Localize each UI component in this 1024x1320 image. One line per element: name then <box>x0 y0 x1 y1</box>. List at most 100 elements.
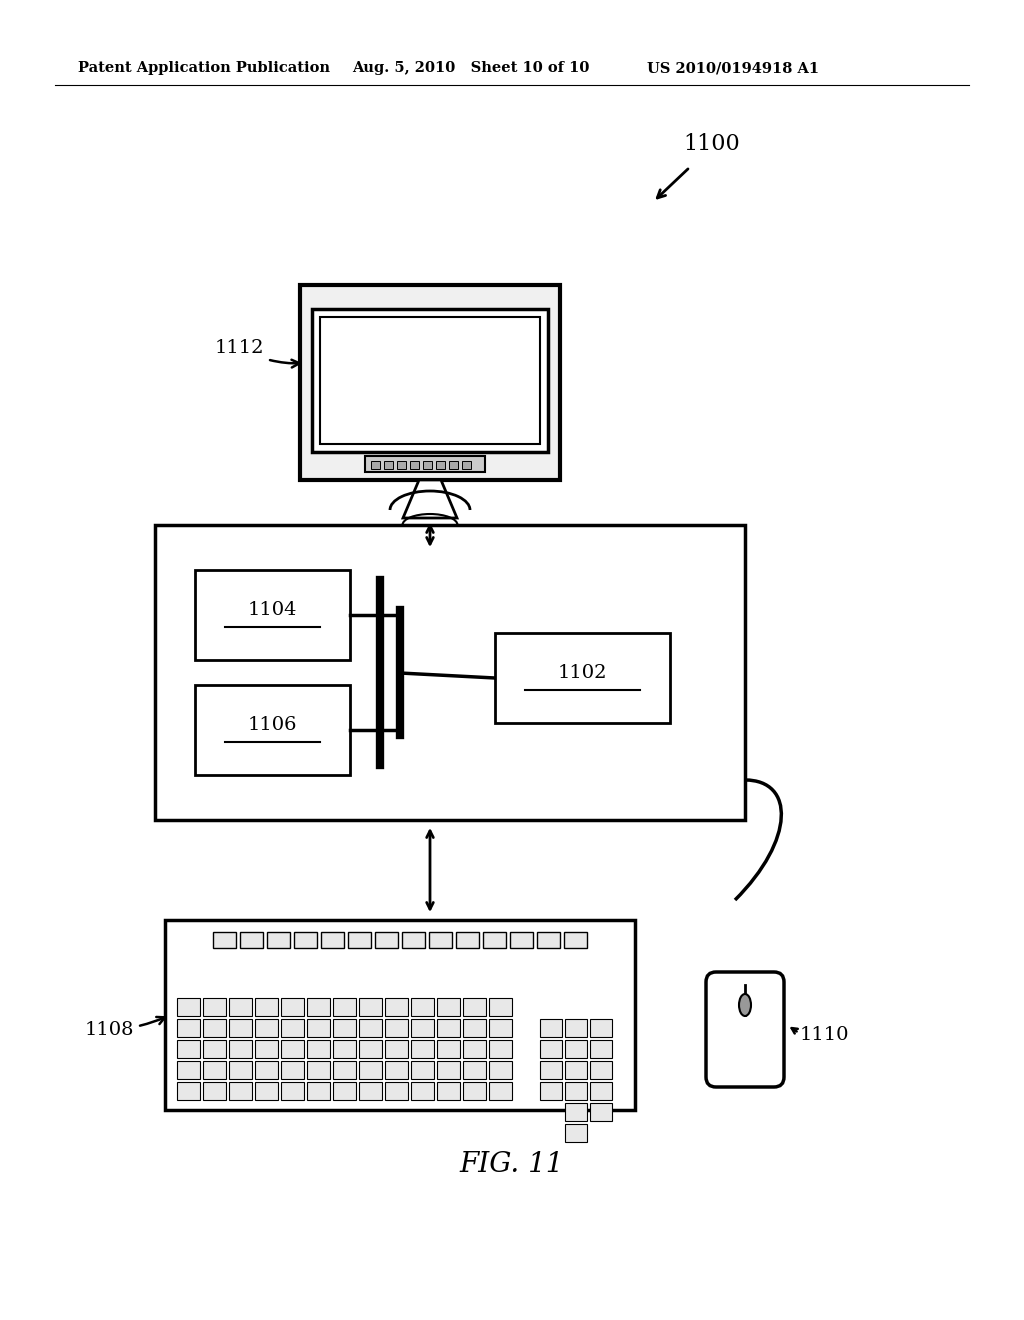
Ellipse shape <box>739 994 751 1016</box>
Bar <box>590 1104 612 1121</box>
Bar <box>411 1082 434 1100</box>
Bar <box>410 461 419 469</box>
Bar <box>463 1061 486 1078</box>
Bar <box>203 1061 226 1078</box>
Bar <box>565 1061 587 1078</box>
Bar <box>281 1019 304 1038</box>
Bar <box>195 685 350 775</box>
Bar <box>307 1040 330 1059</box>
Bar <box>411 998 434 1016</box>
Bar <box>565 1125 587 1142</box>
Bar <box>437 1019 460 1038</box>
Bar <box>590 1019 612 1038</box>
Bar <box>437 1040 460 1059</box>
Bar <box>365 455 485 473</box>
Text: 1108: 1108 <box>85 1016 165 1039</box>
Bar <box>385 998 408 1016</box>
Bar <box>229 1082 252 1100</box>
Bar <box>294 932 317 948</box>
Bar <box>359 1040 382 1059</box>
Bar <box>437 1061 460 1078</box>
Bar <box>359 1082 382 1100</box>
Bar <box>333 1061 356 1078</box>
Bar <box>385 1082 408 1100</box>
Bar <box>540 1019 562 1038</box>
Bar <box>365 535 495 548</box>
Bar <box>359 1019 382 1038</box>
Text: 1106: 1106 <box>247 715 297 734</box>
Bar <box>307 1082 330 1100</box>
Bar <box>333 998 356 1016</box>
Bar <box>565 1082 587 1100</box>
Bar <box>437 1082 460 1100</box>
Bar <box>436 461 445 469</box>
Bar <box>229 1061 252 1078</box>
Bar <box>281 998 304 1016</box>
Bar <box>411 1019 434 1038</box>
Text: US 2010/0194918 A1: US 2010/0194918 A1 <box>647 61 819 75</box>
Bar <box>437 998 460 1016</box>
Bar <box>307 1061 330 1078</box>
Bar <box>333 1082 356 1100</box>
Bar <box>489 1040 512 1059</box>
Bar <box>177 1061 200 1078</box>
Bar <box>255 1061 278 1078</box>
Bar <box>590 1061 612 1078</box>
Bar <box>489 1061 512 1078</box>
Text: Patent Application Publication: Patent Application Publication <box>78 61 330 75</box>
Bar <box>463 1019 486 1038</box>
Bar <box>195 570 350 660</box>
Bar <box>281 1082 304 1100</box>
Bar <box>510 932 534 948</box>
Bar <box>177 1082 200 1100</box>
Bar <box>333 1019 356 1038</box>
Bar <box>385 1019 408 1038</box>
Bar <box>540 1040 562 1059</box>
Bar <box>213 932 236 948</box>
Bar <box>384 461 393 469</box>
Bar <box>489 1082 512 1100</box>
Bar <box>456 932 479 948</box>
Bar <box>359 1061 382 1078</box>
Bar <box>463 1082 486 1100</box>
Bar <box>203 1082 226 1100</box>
FancyBboxPatch shape <box>706 972 784 1086</box>
Bar <box>423 461 432 469</box>
Bar <box>463 998 486 1016</box>
Bar <box>371 461 380 469</box>
Bar <box>590 1040 612 1059</box>
Text: 1104: 1104 <box>247 601 297 619</box>
Bar <box>348 932 371 948</box>
Bar <box>385 1040 408 1059</box>
Bar <box>240 932 263 948</box>
Bar <box>385 1061 408 1078</box>
Bar <box>229 1040 252 1059</box>
Bar <box>177 1040 200 1059</box>
Bar <box>267 932 290 948</box>
Bar <box>229 1019 252 1038</box>
Bar <box>429 932 452 948</box>
Bar <box>307 1019 330 1038</box>
Bar <box>537 932 560 948</box>
Bar <box>281 1040 304 1059</box>
Bar <box>203 1040 226 1059</box>
Bar <box>402 932 425 948</box>
Text: Aug. 5, 2010   Sheet 10 of 10: Aug. 5, 2010 Sheet 10 of 10 <box>352 61 590 75</box>
Bar <box>483 932 506 948</box>
Polygon shape <box>403 480 457 517</box>
Bar <box>411 1040 434 1059</box>
Bar <box>411 1061 434 1078</box>
Text: 1100: 1100 <box>683 133 739 154</box>
Text: 1112: 1112 <box>215 339 299 367</box>
Bar <box>177 998 200 1016</box>
Bar <box>255 998 278 1016</box>
Bar <box>177 1019 200 1038</box>
Bar <box>463 1040 486 1059</box>
Bar <box>565 1019 587 1038</box>
Bar <box>333 1040 356 1059</box>
Bar <box>319 317 540 444</box>
Bar <box>255 1019 278 1038</box>
Text: FIG. 11: FIG. 11 <box>460 1151 564 1179</box>
Bar <box>462 461 471 469</box>
Bar <box>165 920 635 1110</box>
